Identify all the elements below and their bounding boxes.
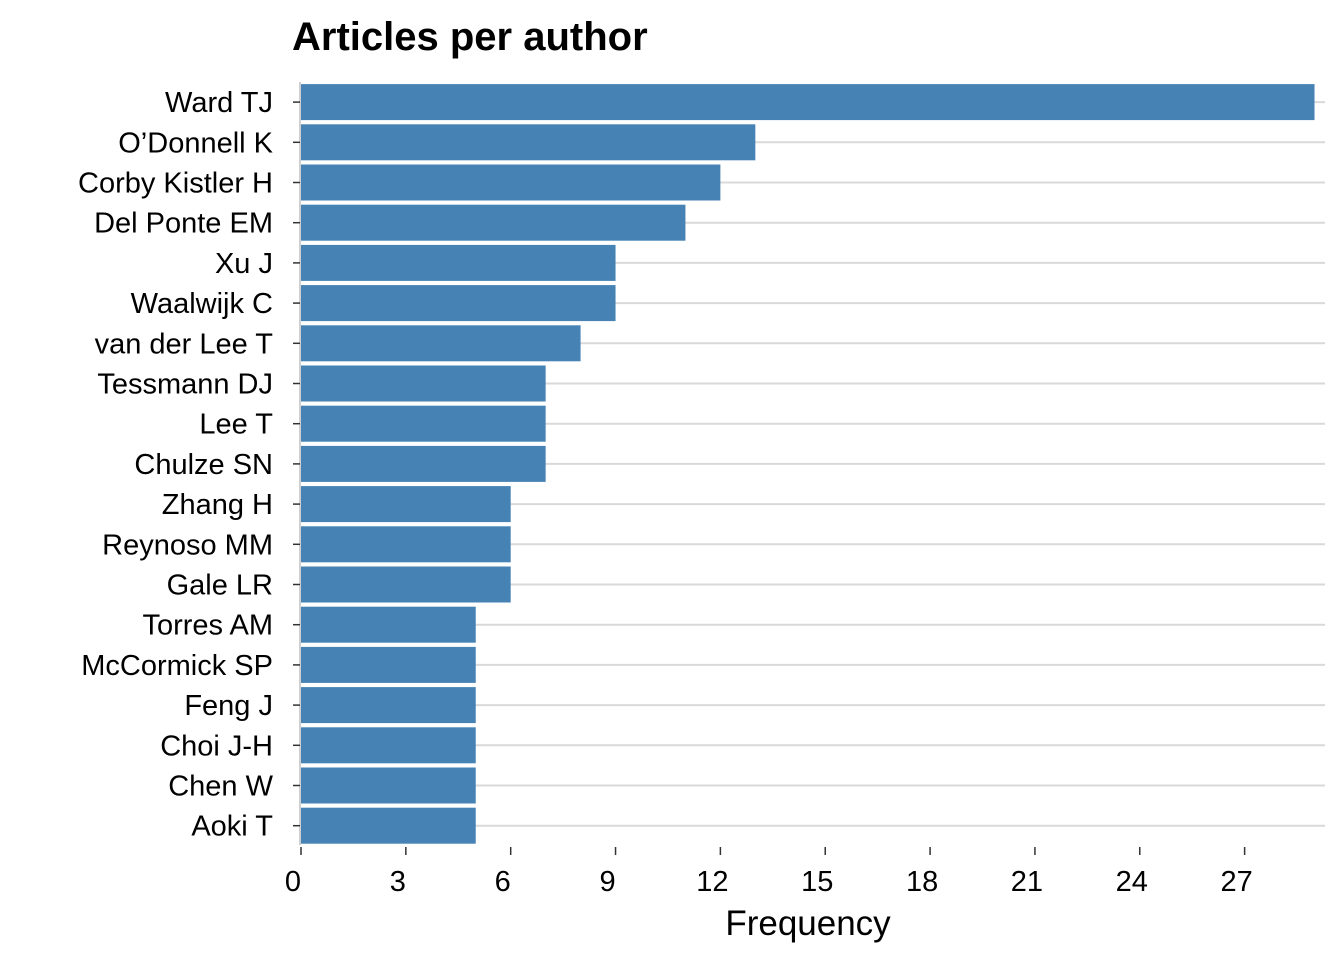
bar xyxy=(301,164,721,201)
x-tick-label: 12 xyxy=(696,866,728,898)
y-tick-label: Lee T xyxy=(199,409,273,441)
bars xyxy=(301,84,1315,844)
bar xyxy=(301,807,476,844)
x-axis: 0 3 6 9 12 15 18 21 24 27 xyxy=(285,847,1253,898)
bar xyxy=(301,84,1315,121)
y-tick-label: Ward TJ xyxy=(165,87,273,119)
bar xyxy=(301,486,511,523)
y-tick-label: Choi J-H xyxy=(160,730,273,762)
x-tick-label: 21 xyxy=(1011,866,1043,898)
x-tick-label: 15 xyxy=(801,866,833,898)
bar xyxy=(301,526,511,563)
y-tick-label: Chen W xyxy=(168,771,273,803)
bar xyxy=(301,646,476,683)
bar xyxy=(301,405,546,442)
y-tick-label: Zhang H xyxy=(162,489,273,521)
y-tick-label: Corby Kistler H xyxy=(78,168,273,200)
x-tick-label: 24 xyxy=(1116,866,1148,898)
x-tick-label: 6 xyxy=(495,866,511,898)
bar xyxy=(301,687,476,724)
x-tick-label: 9 xyxy=(599,866,615,898)
bar xyxy=(301,124,756,161)
y-tick-label: Feng J xyxy=(184,690,273,722)
bar xyxy=(301,445,546,482)
x-tick-label: 18 xyxy=(906,866,938,898)
x-tick-label: 3 xyxy=(390,866,406,898)
bar xyxy=(301,204,686,241)
bar xyxy=(301,767,476,804)
bar xyxy=(301,606,476,643)
y-axis: Ward TJ O’Donnell K Corby Kistler H Del Pon… xyxy=(78,82,301,845)
x-tick-label: 27 xyxy=(1220,866,1252,898)
bar xyxy=(301,727,476,764)
y-tick-label: Del Ponte EM xyxy=(94,208,273,240)
chart-title: Articles per author xyxy=(292,15,648,59)
y-tick-label: Aoki T xyxy=(191,811,273,843)
y-tick-label: Xu J xyxy=(215,248,273,280)
bar xyxy=(301,325,581,362)
bar xyxy=(301,244,616,281)
bar xyxy=(301,285,616,322)
y-tick-label: Chulze SN xyxy=(134,449,273,481)
bar xyxy=(301,365,546,402)
y-tick-label: McCormick SP xyxy=(81,650,273,682)
y-tick-label: Reynoso MM xyxy=(102,529,273,561)
y-tick-label: Gale LR xyxy=(167,570,273,602)
y-tick-label: O’Donnell K xyxy=(118,127,273,159)
bar xyxy=(301,566,511,603)
y-tick-label: van der Lee T xyxy=(95,328,274,360)
y-tick-label: Waalwijk C xyxy=(131,288,273,320)
x-axis-title: Frequency xyxy=(725,904,891,943)
y-tick-label: Torres AM xyxy=(142,610,273,642)
x-tick-label: 0 xyxy=(285,866,301,898)
y-tick-label: Tessmann DJ xyxy=(97,369,273,401)
